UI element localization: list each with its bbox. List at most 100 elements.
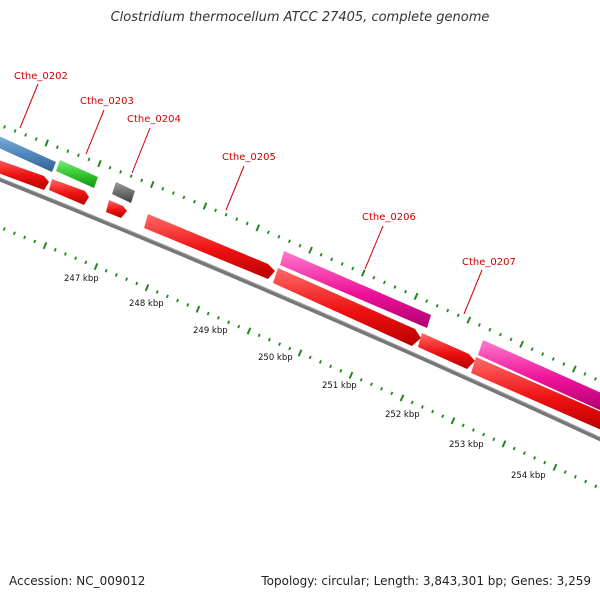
gene-cthe-0207b-inner-arrow — [471, 357, 600, 430]
inner-tick — [543, 460, 547, 465]
outer-tick — [129, 174, 133, 178]
outer-tick — [456, 313, 460, 318]
outer-tick — [393, 285, 397, 289]
inner-tick — [410, 400, 414, 405]
outer-tick — [182, 195, 186, 200]
inner-tick — [348, 371, 354, 379]
gene-label-cthe-0205: Cthe_0205 — [222, 152, 276, 163]
inner-tick — [84, 260, 88, 265]
outer-tick — [446, 308, 450, 313]
outer-tick — [255, 224, 261, 232]
scale-label-252: 252 kbp — [385, 410, 420, 420]
outer-tick — [202, 202, 208, 210]
tick-marks — [2, 125, 598, 489]
inner-tick — [42, 242, 48, 250]
gene-cthe-0202-bar — [0, 136, 56, 172]
outer-tick — [171, 191, 175, 195]
scale-label-249: 249 kbp — [193, 326, 228, 336]
outer-tick — [562, 362, 566, 366]
inner-tick — [104, 268, 108, 273]
outer-tick — [66, 149, 70, 154]
inner-tick — [267, 337, 271, 342]
outer-tick — [541, 352, 545, 356]
leader-cthe-0202 — [19, 83, 39, 129]
outer-tick — [44, 139, 49, 147]
gene-cthe-0204-inner-arrow — [106, 200, 127, 218]
inner-tick — [359, 377, 363, 382]
inner-tick — [257, 333, 261, 338]
outer-tick — [245, 221, 249, 226]
outer-tick — [583, 372, 587, 376]
inner-tick — [471, 428, 475, 432]
outer-tick — [571, 365, 577, 373]
backbone-arc — [0, 177, 600, 442]
outer-tick — [551, 357, 555, 361]
outer-tick — [498, 332, 502, 337]
outer-tick — [425, 299, 429, 303]
outer-tick — [13, 129, 17, 133]
outer-tick — [55, 145, 59, 149]
outer-tick — [413, 292, 419, 300]
inner-tick — [155, 290, 159, 294]
scale-label-248: 248 kbp — [129, 299, 164, 309]
outer-tick — [340, 262, 344, 266]
outer-tick — [3, 125, 6, 129]
outer-tick — [24, 133, 28, 137]
outer-tick — [87, 157, 91, 162]
inner-tick — [308, 355, 312, 360]
outer-tick — [488, 327, 492, 332]
outer-tick — [466, 316, 472, 324]
outer-tick — [119, 170, 123, 174]
outer-tick — [308, 246, 313, 254]
outer-tick — [76, 153, 80, 158]
scale-label-251: 251 kbp — [322, 381, 357, 391]
inner-tick — [431, 409, 435, 414]
inner-tick — [278, 342, 282, 346]
inner-tick — [533, 456, 537, 460]
inner-tick — [93, 262, 99, 271]
leader-cthe-0206 — [364, 225, 384, 270]
leader-cthe-0204 — [131, 127, 151, 174]
gene-cthe-0206-outer-bar — [280, 251, 431, 328]
outer-tick — [108, 165, 112, 170]
outer-tick — [150, 180, 155, 189]
inner-tick — [74, 256, 78, 260]
outer-tick — [193, 199, 196, 204]
inner-tick — [297, 349, 303, 357]
outer-tick — [97, 159, 102, 168]
backbone-arc-highlight — [0, 177, 600, 438]
outer-tick — [266, 230, 270, 235]
map-title: Clostridium thermocellum ATCC 27405, com… — [110, 10, 490, 25]
outer-tick — [593, 377, 597, 381]
inner-tick — [195, 305, 201, 313]
outer-tick — [161, 186, 165, 191]
outer-tick — [477, 323, 481, 327]
inner-tick — [33, 239, 37, 244]
outer-tick — [214, 208, 218, 213]
scale-label-253: 253 kbp — [449, 440, 484, 450]
outer-tick — [235, 217, 239, 221]
gene-label-cthe-0206: Cthe_0206 — [362, 212, 416, 223]
inner-tick — [135, 281, 139, 286]
inner-tick — [186, 303, 190, 307]
inner-tick — [584, 479, 588, 484]
inner-tick — [216, 316, 220, 320]
inner-tick — [2, 227, 6, 231]
gene-label-cthe-0207: Cthe_0207 — [462, 257, 516, 268]
outer-tick — [372, 275, 376, 280]
inner-tick — [420, 405, 424, 409]
inner-tick — [482, 432, 486, 437]
scale-label-250: 250 kbp — [258, 353, 293, 363]
inner-tick — [380, 386, 384, 391]
accession-text: Accession: NC_009012 — [9, 574, 146, 588]
inner-tick — [492, 437, 496, 442]
inner-tick — [165, 294, 169, 299]
gene-cthe-0203-inner-arrow — [49, 179, 89, 205]
inner-tick — [329, 364, 333, 369]
inner-tick — [63, 252, 67, 256]
outer-tick — [287, 239, 291, 244]
outer-tick — [509, 337, 513, 342]
outer-tick — [140, 178, 144, 183]
leader-cthe-0207 — [463, 269, 483, 315]
outer-tick — [382, 280, 386, 285]
